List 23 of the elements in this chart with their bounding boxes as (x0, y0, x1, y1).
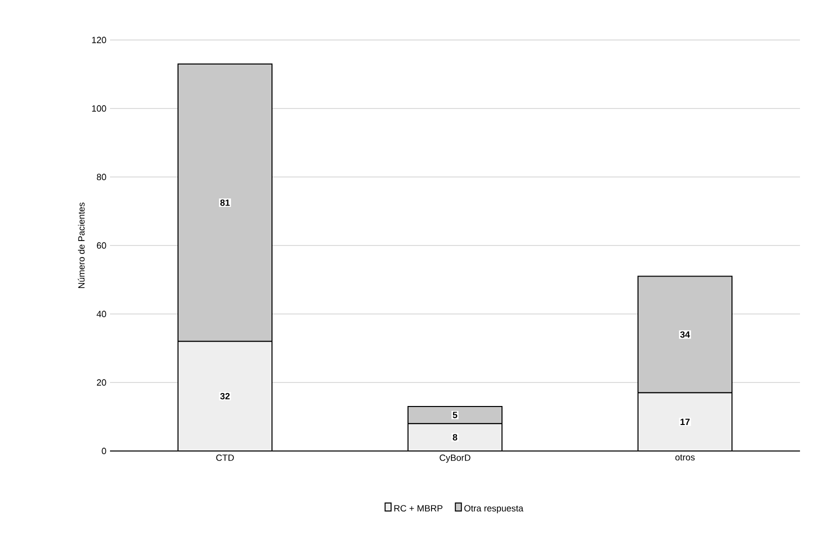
y-tick-label: 0 (102, 448, 106, 454)
bar (408, 406, 503, 424)
y-tick-label: 120 (92, 36, 106, 44)
data-label: 5 (452, 412, 458, 418)
data-label: 32 (220, 392, 230, 400)
y-tick-label: 40 (96, 310, 106, 318)
y-tick-label: 20 (96, 379, 106, 386)
data-label: 17 (680, 418, 690, 425)
y-tick-label: 60 (96, 242, 106, 249)
y-axis-title: Número de Pacientes (78, 202, 85, 288)
x-tick-label: CTD (216, 454, 234, 461)
y-tick-label: 100 (92, 105, 106, 112)
bar (408, 424, 502, 451)
data-label: 34 (680, 331, 690, 338)
bar (178, 341, 272, 451)
legend-label: RC + MBRP (394, 505, 442, 512)
data-label: 8 (452, 434, 458, 440)
data-label: 81 (220, 199, 230, 206)
x-tick-label: otros (675, 454, 695, 460)
legend-label: Otra respuesta (464, 505, 524, 514)
bar (638, 392, 732, 451)
x-tick-label: CyBorD (440, 454, 470, 463)
y-tick-label: 80 (96, 174, 106, 180)
